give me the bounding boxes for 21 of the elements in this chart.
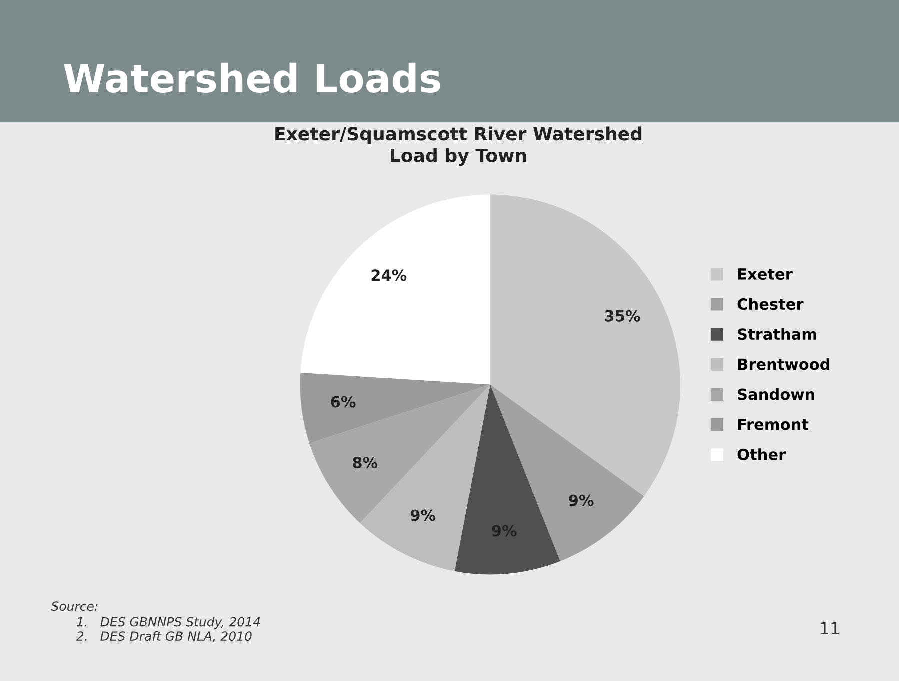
legend-label: Other <box>738 448 786 460</box>
chart-subtitle: Exeter/Squamscott River Watershed Load by Town <box>276 126 642 166</box>
legend-label: Stratham <box>738 328 816 340</box>
pie-slice <box>300 194 490 385</box>
text: 11 <box>821 622 840 635</box>
legend-label: Chester <box>738 298 804 310</box>
data-label: 9% <box>410 510 436 522</box>
data-label: 8% <box>353 457 378 469</box>
legend-label: Brentwood <box>738 358 830 370</box>
text: 2. DES Draft GB NLA, 2010 <box>76 631 252 642</box>
chart-title: Watershed Loads <box>64 62 440 94</box>
data-label: 6% <box>331 396 356 408</box>
source-note: Source: <box>51 602 98 612</box>
legend-label: Sandown <box>738 388 814 400</box>
legend-label: Exeter <box>738 268 793 280</box>
text: 1. DES GBNNPS Study, 2014 <box>77 617 260 630</box>
data-label: 9% <box>569 494 594 506</box>
pie-slice <box>454 384 560 575</box>
legend-label: Fremont <box>738 418 809 430</box>
data-label: 24% <box>372 270 407 282</box>
data-label: 35% <box>605 310 640 322</box>
